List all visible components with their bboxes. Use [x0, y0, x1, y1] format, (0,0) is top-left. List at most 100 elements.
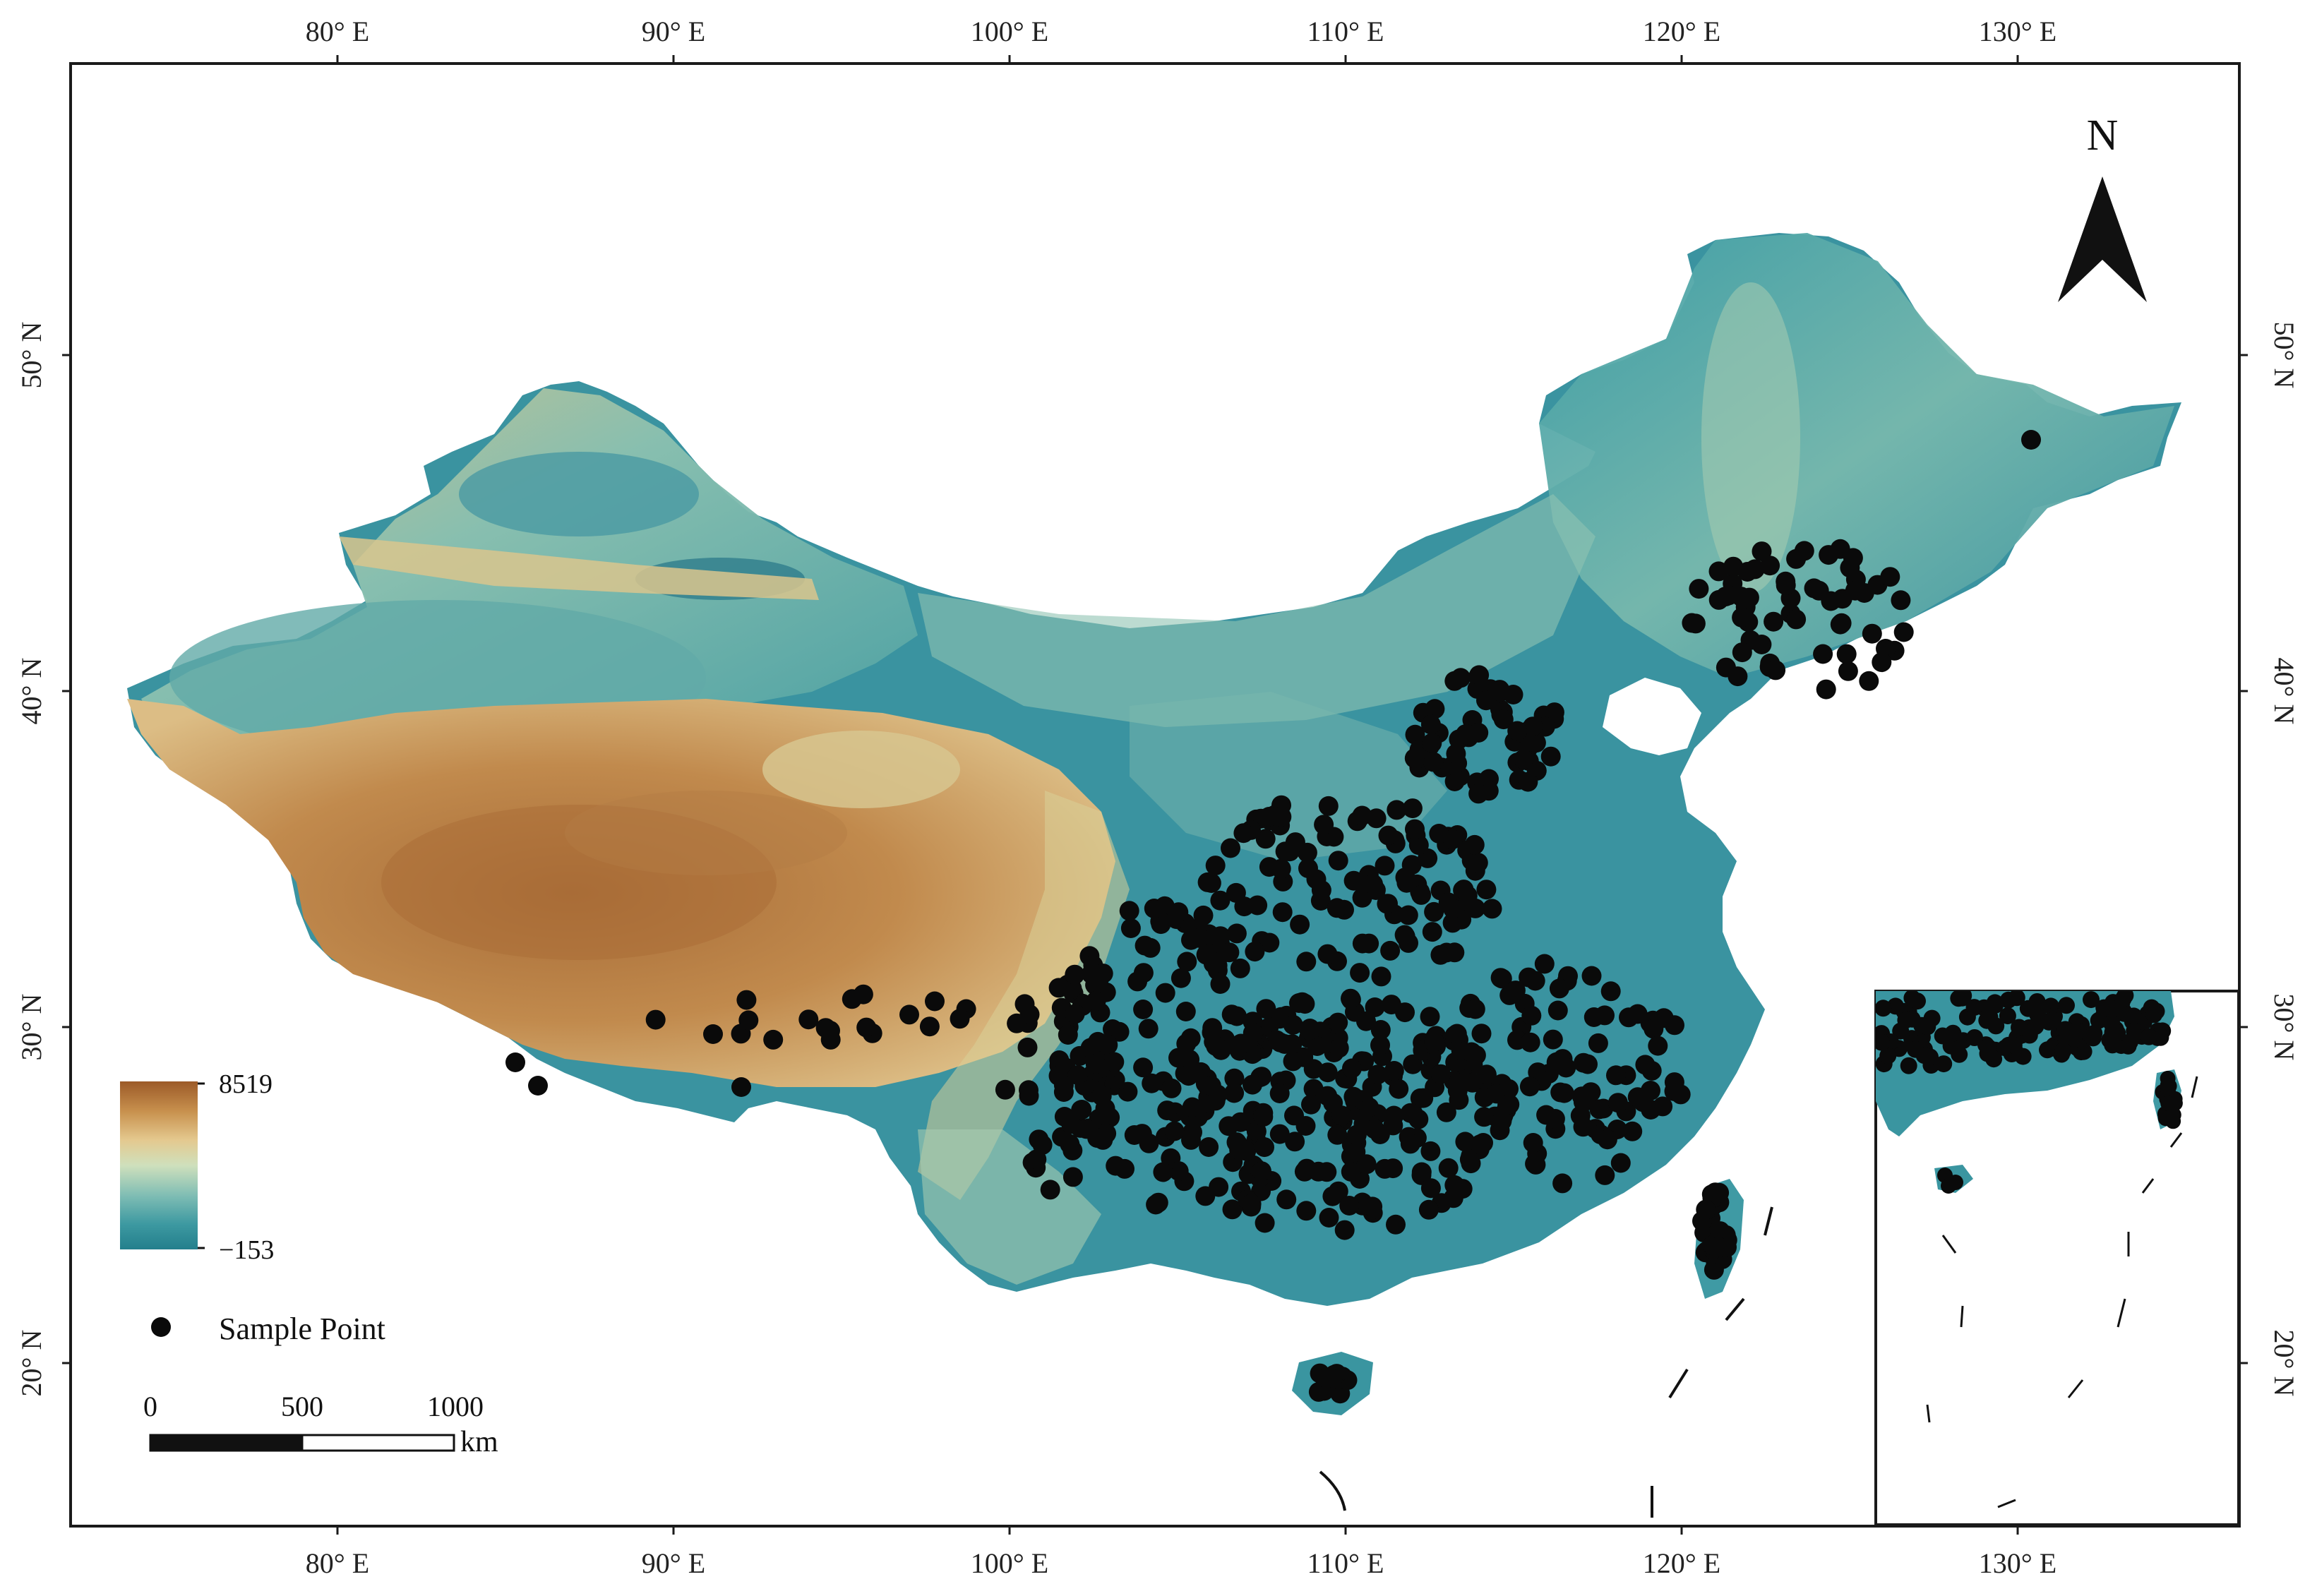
- sample-point: [1243, 1074, 1262, 1095]
- sample-point: [1395, 868, 1415, 887]
- sample-point: [995, 1079, 1015, 1100]
- sample-point: [1641, 1060, 1662, 1081]
- inset-sample-point: [2083, 991, 2100, 1009]
- sample-point: [1106, 1156, 1126, 1176]
- sample-point: [1138, 1019, 1159, 1039]
- sample-point: [1271, 858, 1291, 879]
- sample-point: [1026, 1149, 1047, 1170]
- bohai-sea: [1603, 678, 1701, 755]
- sample-point: [1454, 1072, 1475, 1092]
- lat-tick-label-left: 40° N: [16, 658, 47, 725]
- sample-point: [1442, 829, 1463, 849]
- lon-tick-label-bottom: 120° E: [1643, 1547, 1720, 1579]
- inset-sample-point: [1980, 1038, 1997, 1056]
- sample-point: [1259, 932, 1280, 953]
- lon-tick-label-bottom: 110° E: [1307, 1547, 1384, 1579]
- sample-point: [1370, 1035, 1390, 1055]
- inset-sample-point: [2119, 1037, 2137, 1055]
- junggar-basin: [459, 452, 699, 536]
- sample-point: [1054, 1107, 1074, 1127]
- lon-tick-label-top: 120° E: [1643, 16, 1720, 47]
- sample-point: [1255, 1137, 1274, 1158]
- sample-point: [1234, 896, 1255, 917]
- sample-point: [1422, 922, 1442, 942]
- sample-point: [1219, 942, 1240, 963]
- sample-point: [1104, 1052, 1125, 1072]
- lon-tick-label-top: 80° E: [306, 16, 369, 47]
- sample-point: [1493, 709, 1514, 730]
- sample-point: [1140, 937, 1161, 958]
- sample-point: [1497, 1095, 1518, 1115]
- sample-point: [1363, 874, 1383, 894]
- sample-point: [1259, 807, 1279, 827]
- sample-point: [1423, 752, 1444, 772]
- sample-point: [1862, 623, 1882, 644]
- sample-point: [919, 1016, 940, 1037]
- sample-point: [1794, 541, 1814, 561]
- sample-point: [1017, 1037, 1038, 1057]
- sample-point: [1285, 832, 1305, 853]
- sample-point: [1210, 974, 1231, 994]
- sample-point: [1276, 1189, 1297, 1210]
- lon-tick-label-bottom: 130° E: [1979, 1547, 2056, 1579]
- lon-tick-label-bottom: 80° E: [306, 1547, 369, 1579]
- sample-point: [1352, 805, 1372, 826]
- sample-point: [1424, 1032, 1444, 1052]
- sample-point: [1685, 613, 1706, 634]
- sample-point: [1383, 1158, 1403, 1179]
- sample-point: [1507, 721, 1528, 741]
- sample-point: [1317, 944, 1338, 964]
- sample-point: [1550, 1082, 1571, 1103]
- inset-sample-point: [1941, 1178, 1956, 1194]
- sample-point: [1364, 1119, 1384, 1139]
- sample-point: [1573, 1117, 1593, 1137]
- sample-point: [1418, 1199, 1439, 1220]
- sample-point: [1816, 679, 1836, 700]
- sample-point: [1327, 898, 1347, 918]
- sample-point: [1205, 856, 1226, 876]
- sample-point: [1269, 1124, 1290, 1144]
- sample-point: [1627, 1087, 1648, 1108]
- sample-point: [1120, 918, 1141, 938]
- lon-tick-label-bottom: 100° E: [971, 1547, 1048, 1579]
- sample-point: [1085, 1054, 1106, 1074]
- sample-point: [1007, 1013, 1027, 1033]
- inset-sample-point: [1999, 1007, 2016, 1025]
- sample-point: [1175, 1002, 1196, 1021]
- sample-point: [1556, 1057, 1576, 1078]
- sample-point: [1269, 1084, 1290, 1103]
- sample-point: [1230, 958, 1250, 978]
- sample-point: [1752, 541, 1772, 562]
- lat-tick-label-right: 20° N: [2268, 1330, 2300, 1397]
- sample-point: [1294, 1161, 1315, 1182]
- scale-unit-label: km: [460, 1426, 498, 1458]
- sample-point: [1430, 1064, 1451, 1084]
- inset-sample-point: [2028, 993, 2046, 1010]
- qaidam-basin: [762, 731, 960, 808]
- sample-point: [1709, 1182, 1730, 1203]
- sample-point: [505, 1052, 525, 1072]
- sample-point: [1411, 1162, 1432, 1182]
- inset-sample-point: [1934, 1027, 1951, 1045]
- tianshan-range: [339, 536, 819, 600]
- sample-point: [1256, 999, 1276, 1019]
- sample-point: [1210, 890, 1231, 911]
- inset-sample-point: [1876, 1033, 1891, 1051]
- sample-point: [1375, 856, 1395, 876]
- inset-sample-point: [2085, 1024, 2103, 1042]
- sample-point: [1465, 999, 1485, 1019]
- sample-point: [1398, 905, 1418, 925]
- sample-point: [1526, 733, 1546, 753]
- sample-point: [1272, 902, 1293, 923]
- sample-point: [1786, 609, 1807, 630]
- sample-point: [1459, 1149, 1480, 1170]
- scale-tick-500: 500: [281, 1391, 323, 1422]
- sample-point: [1226, 1132, 1247, 1153]
- sample-point: [1403, 1054, 1423, 1074]
- sample-point: [1595, 1165, 1615, 1185]
- sample-point: [1880, 567, 1900, 587]
- sample-point: [1581, 1082, 1601, 1103]
- sample-point: [1352, 933, 1372, 954]
- sample-point: [1341, 1162, 1361, 1182]
- sample-point: [1296, 1201, 1317, 1221]
